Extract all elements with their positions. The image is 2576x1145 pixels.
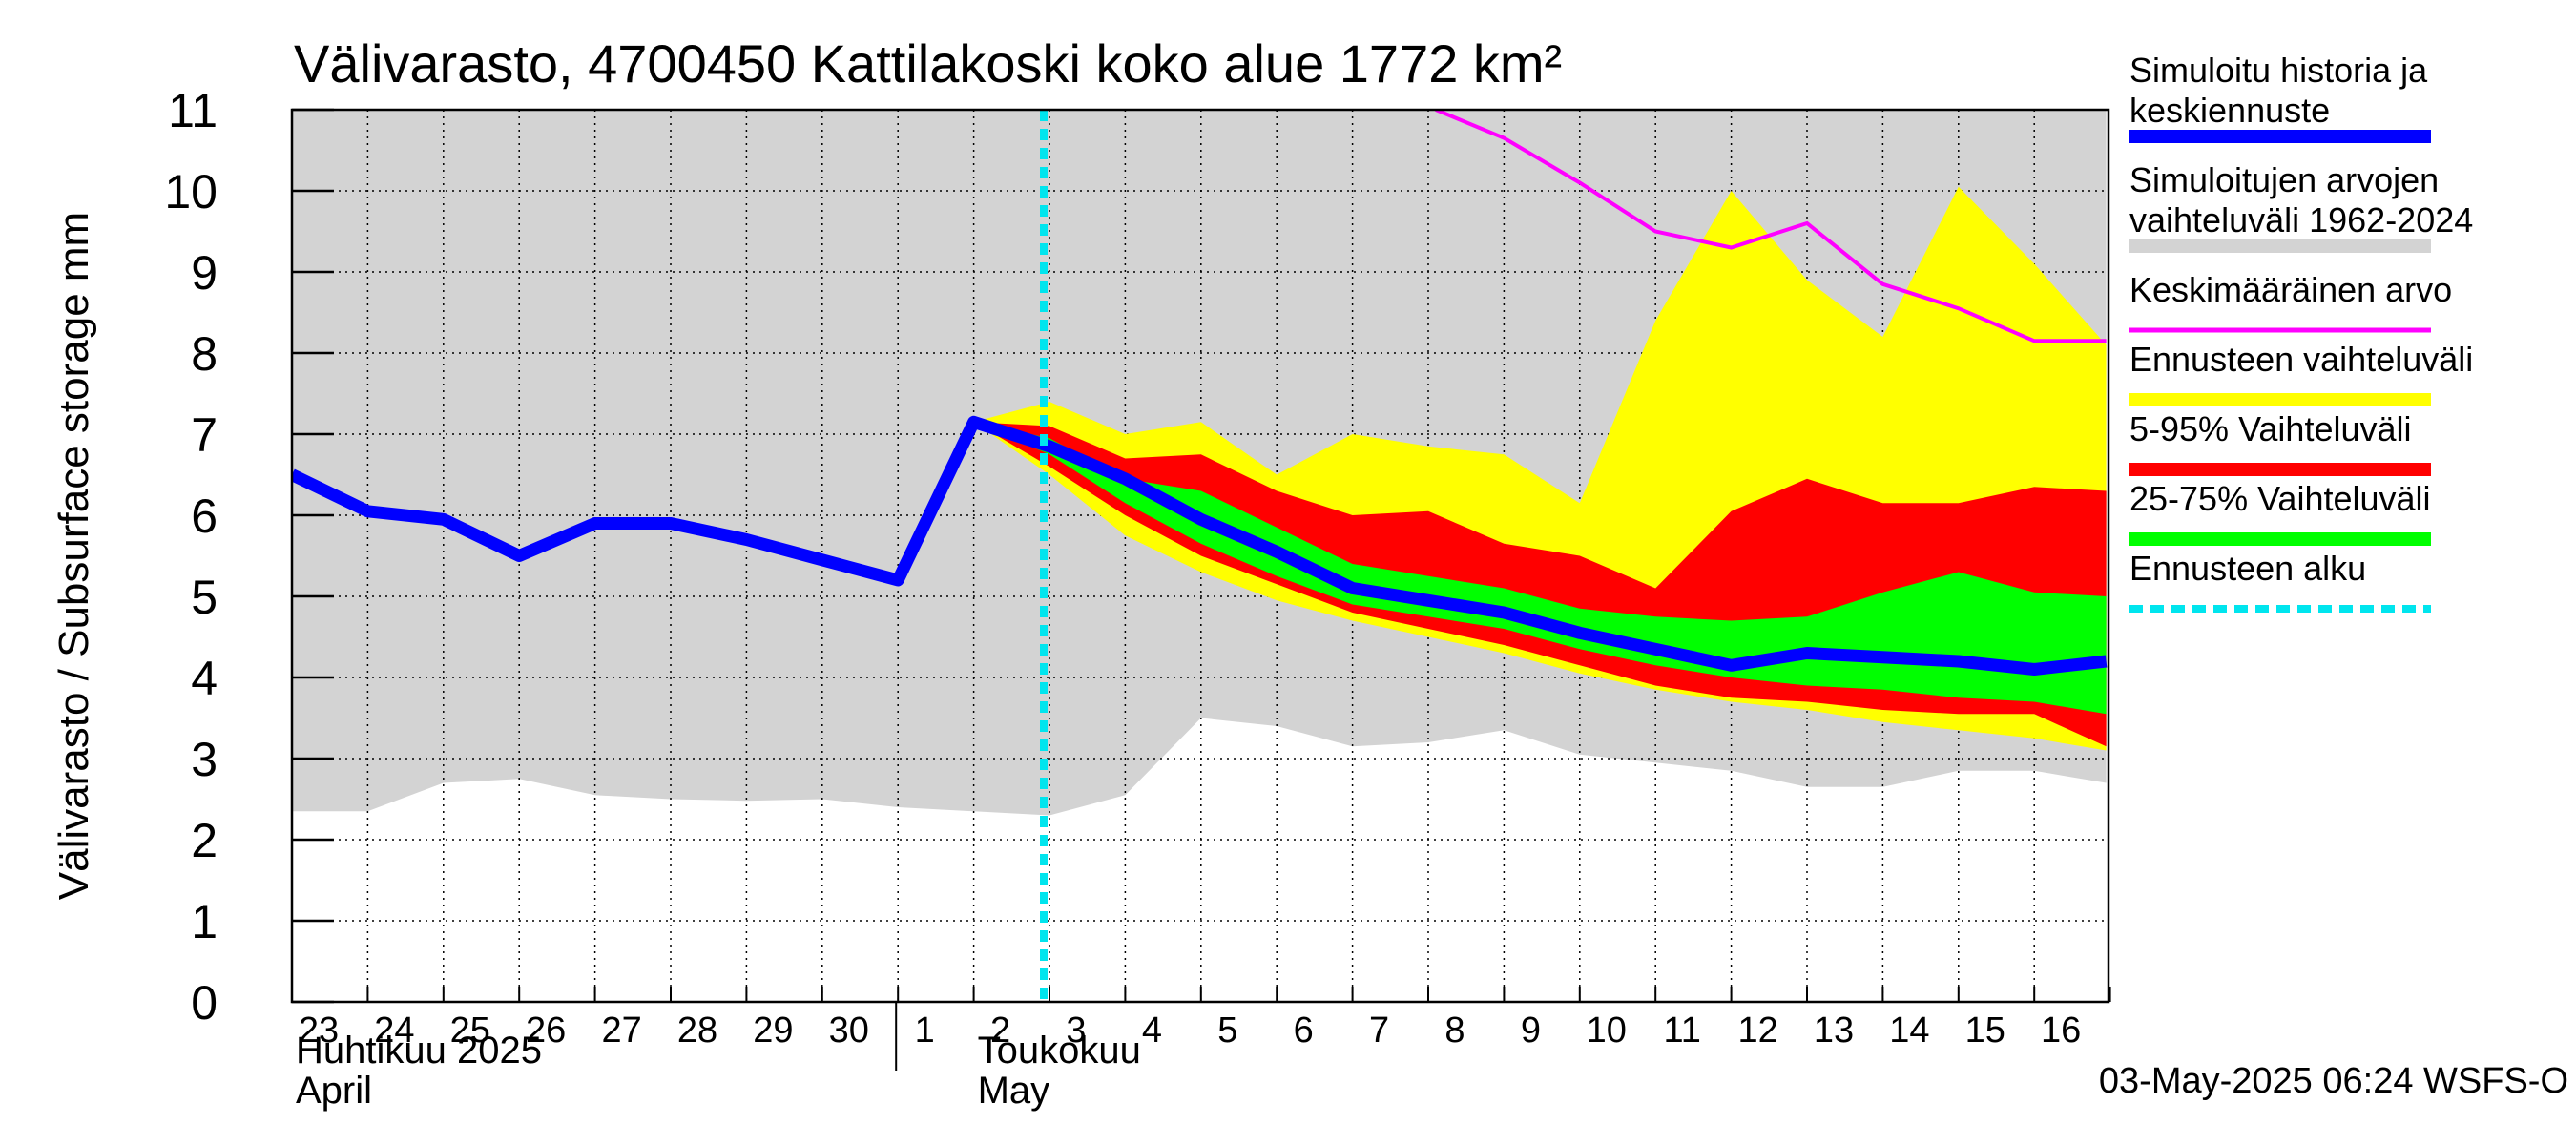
x-tick-label: 28	[677, 1010, 717, 1051]
x-tick-label: 16	[2041, 1010, 2081, 1051]
legend-label: Simuloitujen arvojen	[2129, 160, 2439, 199]
x-tick-label: 6	[1294, 1010, 1314, 1051]
legend-label: vaihteluväli 1962-2024	[2129, 200, 2473, 239]
plot-area	[292, 110, 2110, 1006]
y-tick-label: 10	[164, 165, 218, 219]
x-tick-label: 9	[1521, 1010, 1541, 1051]
x-tick-label: 29	[753, 1010, 793, 1051]
x-tick-label: 10	[1587, 1010, 1627, 1051]
y-tick-label: 2	[191, 814, 218, 867]
x-tick-label: 15	[1965, 1010, 2005, 1051]
chart: Välivarasto, 4700450 Kattilakoski koko a…	[0, 0, 2576, 1145]
y-tick-label: 6	[191, 489, 218, 543]
legend-label: Ennusteen alku	[2129, 549, 2366, 588]
month-label-en: April	[296, 1070, 372, 1112]
y-tick-label: 9	[191, 246, 218, 300]
month-label-fi: Huhtikuu 2025	[296, 1030, 542, 1072]
x-tick-label: 11	[1663, 1010, 1700, 1051]
x-tick-label: 12	[1737, 1010, 1777, 1051]
x-tick-label: 7	[1369, 1010, 1389, 1051]
x-tick-label: 8	[1444, 1010, 1465, 1051]
y-tick-label: 5	[191, 571, 218, 624]
y-tick-label: 1	[191, 895, 218, 948]
legend-label: Keskimääräinen arvo	[2129, 270, 2452, 309]
legend-label: Simuloitu historia ja	[2129, 51, 2428, 90]
x-tick-label: 5	[1217, 1010, 1237, 1051]
y-tick-label: 11	[168, 84, 218, 137]
chart-title: Välivarasto, 4700450 Kattilakoski koko a…	[294, 33, 1562, 94]
legend-label: Ennusteen vaihteluväli	[2129, 340, 2473, 379]
y-axis-label: Välivarasto / Subsurface storage mm	[51, 212, 97, 900]
x-tick-label: 13	[1814, 1010, 1854, 1051]
x-tick-label: 1	[915, 1010, 935, 1051]
y-tick-label: 4	[191, 652, 218, 705]
x-tick-label: 30	[829, 1010, 869, 1051]
month-label-en: May	[978, 1070, 1050, 1112]
legend-label: keskiennuste	[2129, 91, 2330, 130]
y-tick-label: 3	[191, 733, 218, 786]
x-tick-label: 27	[601, 1010, 641, 1051]
legend-label: 25-75% Vaihteluväli	[2129, 479, 2431, 518]
x-tick-label: 14	[1889, 1010, 1929, 1051]
month-label-fi: Toukokuu	[978, 1030, 1141, 1072]
y-tick-label: 7	[191, 408, 218, 462]
y-tick-label: 0	[191, 976, 218, 1030]
legend-label: 5-95% Vaihteluväli	[2129, 409, 2412, 448]
timestamp: 03-May-2025 06:24 WSFS-O	[2099, 1061, 2568, 1101]
y-tick-label: 8	[191, 327, 218, 381]
x-tick-label: 4	[1142, 1010, 1162, 1051]
